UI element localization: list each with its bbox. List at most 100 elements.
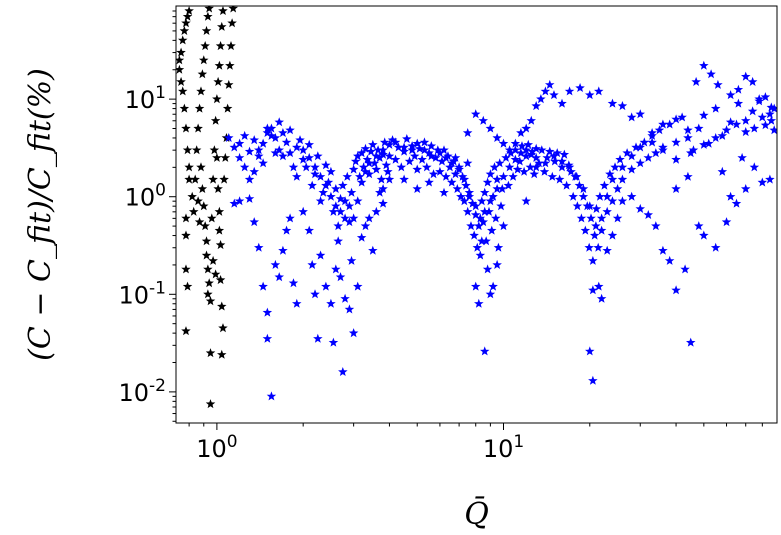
data-point bbox=[617, 162, 628, 172]
data-point bbox=[182, 11, 193, 21]
data-point bbox=[402, 134, 412, 144]
data-point bbox=[379, 137, 390, 147]
data-point bbox=[224, 133, 234, 142]
data-point bbox=[688, 145, 699, 155]
data-point bbox=[356, 232, 367, 242]
data-point bbox=[496, 201, 506, 211]
data-point bbox=[474, 298, 484, 308]
data-point bbox=[766, 115, 777, 125]
data-point bbox=[480, 346, 490, 356]
data-point bbox=[181, 123, 191, 133]
data-point bbox=[304, 225, 314, 235]
data-point bbox=[205, 399, 216, 409]
data-point bbox=[654, 125, 665, 135]
data-point bbox=[328, 337, 339, 347]
data-point bbox=[315, 196, 326, 206]
data-point bbox=[313, 151, 323, 161]
data-point bbox=[244, 174, 255, 184]
plot-frame bbox=[175, 5, 778, 424]
data-point bbox=[371, 164, 382, 174]
data-point bbox=[262, 123, 273, 133]
data-point bbox=[769, 103, 777, 113]
data-point bbox=[176, 76, 186, 86]
data-point bbox=[353, 151, 363, 161]
data-point bbox=[369, 158, 380, 168]
data-point bbox=[631, 142, 641, 152]
data-point bbox=[760, 120, 771, 130]
data-point bbox=[765, 109, 775, 119]
data-point bbox=[610, 162, 620, 172]
data-point bbox=[531, 101, 541, 111]
data-point bbox=[215, 240, 226, 250]
data-point bbox=[204, 278, 214, 288]
data-point bbox=[760, 92, 771, 102]
data-point bbox=[710, 242, 721, 252]
x-tick-label: 101 bbox=[483, 432, 524, 463]
data-point bbox=[193, 123, 203, 133]
data-point bbox=[298, 154, 308, 164]
data-point bbox=[585, 90, 595, 100]
data-point bbox=[557, 162, 567, 172]
data-point bbox=[680, 264, 690, 274]
data-point bbox=[539, 166, 550, 176]
data-point bbox=[595, 191, 605, 201]
data-point bbox=[328, 206, 339, 216]
data-point bbox=[224, 79, 234, 89]
data-point bbox=[234, 196, 245, 206]
data-point bbox=[393, 142, 404, 152]
data-point bbox=[181, 230, 191, 240]
data-point bbox=[184, 174, 194, 184]
data-point bbox=[244, 146, 255, 156]
data-point bbox=[194, 103, 205, 113]
data-point bbox=[333, 221, 343, 231]
data-point bbox=[304, 152, 314, 162]
data-point bbox=[447, 177, 457, 187]
data-point bbox=[208, 255, 218, 265]
data-point bbox=[647, 130, 657, 140]
data-point bbox=[331, 201, 341, 211]
series-0 bbox=[176, 6, 238, 409]
data-point bbox=[521, 145, 531, 155]
data-point bbox=[181, 326, 191, 336]
data-point bbox=[504, 162, 515, 172]
data-point bbox=[321, 180, 331, 190]
data-point bbox=[671, 137, 681, 147]
data-point bbox=[549, 151, 559, 161]
data-point bbox=[635, 109, 645, 119]
data-point bbox=[487, 225, 497, 235]
data-point bbox=[196, 162, 206, 172]
data-point bbox=[521, 123, 531, 133]
data-point bbox=[213, 184, 223, 193]
data-point bbox=[550, 156, 560, 166]
data-point bbox=[207, 213, 217, 223]
data-point bbox=[378, 184, 388, 193]
data-point bbox=[588, 255, 598, 265]
data-point bbox=[452, 184, 463, 193]
data-point bbox=[178, 35, 188, 45]
data-point bbox=[326, 298, 336, 308]
data-point bbox=[643, 210, 653, 219]
data-point bbox=[737, 152, 747, 162]
data-point bbox=[292, 298, 302, 308]
data-point bbox=[534, 158, 544, 168]
data-point bbox=[410, 151, 420, 161]
data-point bbox=[422, 162, 432, 172]
data-point bbox=[356, 177, 367, 187]
data-point bbox=[204, 6, 214, 13]
data-point bbox=[310, 162, 320, 172]
data-point bbox=[459, 196, 470, 206]
data-point bbox=[725, 90, 736, 100]
data-point bbox=[717, 130, 728, 140]
data-point bbox=[419, 145, 430, 155]
data-point bbox=[710, 103, 721, 113]
data-point bbox=[498, 171, 509, 181]
data-point bbox=[635, 158, 645, 168]
data-point bbox=[471, 201, 481, 211]
data-point bbox=[278, 128, 288, 137]
data-point bbox=[384, 151, 395, 161]
data-point bbox=[713, 79, 723, 89]
data-point bbox=[340, 196, 350, 206]
data-point bbox=[396, 162, 407, 172]
data-point bbox=[482, 264, 493, 274]
data-point bbox=[333, 236, 343, 246]
